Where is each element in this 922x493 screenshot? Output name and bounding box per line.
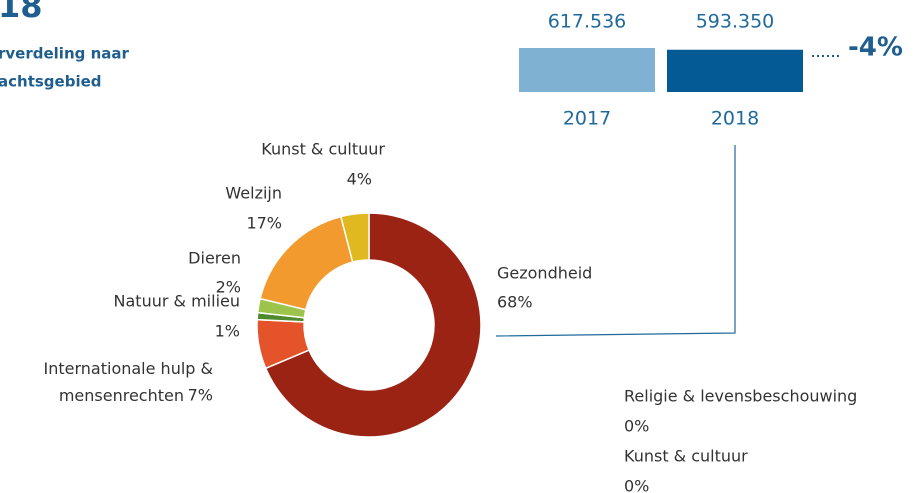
- value-label: 593.350: [696, 11, 775, 33]
- value-label: 617.536: [548, 11, 627, 33]
- category-label: Kunst & cultuur: [261, 140, 385, 159]
- category-label: Religie & levensbeschouwing: [624, 387, 857, 406]
- subtitle: rverdeling naar: [0, 45, 130, 63]
- bar: [519, 48, 655, 92]
- value-label: 17%: [246, 214, 282, 233]
- category-label: Natuur & milieu: [114, 292, 240, 311]
- category-label: 2017: [563, 108, 611, 130]
- value-label: 1%: [215, 322, 240, 341]
- category-label: Internationale hulp & mensenrechten: [44, 359, 214, 405]
- bar: [667, 49, 803, 92]
- donut-slice: [339, 212, 370, 263]
- value-label: 2%: [216, 278, 241, 297]
- value-label: 0%: [624, 477, 649, 493]
- value-label: 7%: [188, 386, 213, 405]
- subtitle: achtsgebied: [0, 73, 102, 91]
- category-label: 2018: [711, 108, 759, 130]
- category-label: Welzijn: [225, 184, 282, 203]
- change-annotation: -4%: [848, 33, 903, 63]
- value-label: 4%: [347, 170, 372, 189]
- category-label: Kunst & cultuur: [624, 447, 748, 466]
- value-label: 0%: [624, 417, 649, 436]
- page-title: 18: [0, 0, 43, 25]
- category-label: Gezondheid: [497, 264, 592, 283]
- value-label: 68%: [497, 293, 533, 312]
- connector-line: [495, 145, 736, 337]
- category-label: Dieren: [188, 249, 241, 268]
- donut-slice: [264, 212, 482, 438]
